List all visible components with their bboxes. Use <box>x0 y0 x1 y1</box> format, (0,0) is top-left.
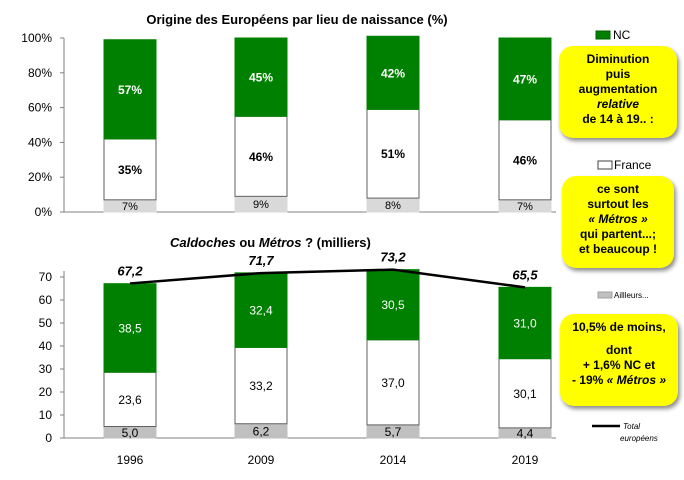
data-label: 33,2 <box>249 379 273 393</box>
bar-segment <box>498 358 552 429</box>
total-label: 71,7 <box>248 253 274 268</box>
legend-label-total: européens <box>620 434 658 443</box>
y-tick-label: 0 <box>45 431 52 445</box>
data-label: 9% <box>253 199 269 211</box>
legend-swatch-nc <box>595 30 611 40</box>
y-tick-label: 0% <box>35 205 53 219</box>
note-3-line: - 19% « Métros » <box>564 373 674 388</box>
x-tick-label: 1996 <box>117 453 144 467</box>
y-tick-label: 100% <box>21 31 52 45</box>
title-fragment: Métros <box>259 235 302 250</box>
note-1-line: Diminution <box>586 52 650 66</box>
note-2-line: et beaucoup ! <box>578 242 657 256</box>
data-label: 57% <box>118 83 142 97</box>
bar-segment <box>234 115 288 197</box>
title-fragment: Caldoches <box>170 235 236 250</box>
note-3-line: + 1,6% NC et <box>582 358 656 372</box>
note-3-fragment: - 19% <box>571 373 607 387</box>
bar-segment <box>498 286 552 360</box>
bar-segment <box>234 37 288 117</box>
legend-label-nc: NC <box>613 28 631 42</box>
data-label: 23,6 <box>118 393 142 407</box>
bar-segment <box>234 272 288 348</box>
note-3-gap <box>564 335 674 343</box>
title-fragment: ? (milliers) <box>301 235 370 250</box>
bar-segment <box>366 35 420 110</box>
note-2-line: ce sont <box>596 182 639 196</box>
note-2-line: qui partent...; <box>580 227 656 241</box>
annotation-note-1: Diminution puis augmentation relative de… <box>559 46 677 138</box>
y-tick-label: 60% <box>28 101 52 115</box>
x-tick-label: 2014 <box>380 453 407 467</box>
note-3-line: dont <box>606 343 632 357</box>
bar-segment <box>366 339 420 426</box>
data-label: 32,4 <box>249 304 273 318</box>
data-label: 47% <box>513 72 537 86</box>
legend-swatch-france <box>597 160 613 170</box>
data-label: 38,5 <box>118 321 142 335</box>
y-tick-label: 10 <box>39 408 53 422</box>
data-label: 7% <box>122 201 138 213</box>
data-label: 51% <box>381 147 405 161</box>
title-fragment: ou <box>236 235 259 250</box>
y-tick-label: 40 <box>39 339 53 353</box>
total-label: 65,5 <box>512 267 538 282</box>
note-3-fragment: « Métros » <box>606 373 667 387</box>
note-2-line: surtout les <box>587 197 649 211</box>
chart-title: Caldoches ou Métros ? (milliers) <box>170 235 371 250</box>
note-2-line: « Métros » <box>588 212 648 226</box>
data-label: 37,0 <box>381 376 405 390</box>
y-tick-label: 50 <box>39 316 53 330</box>
data-label: 45% <box>249 71 273 85</box>
data-label: 30,5 <box>381 298 405 312</box>
legend-label-france: France <box>614 158 652 172</box>
y-tick-label: 30 <box>39 362 53 376</box>
note-1-line: augmentation <box>578 82 658 96</box>
total-label: 73,2 <box>380 250 406 265</box>
legend-label-total: Total <box>623 422 640 431</box>
bar-segment <box>103 138 157 201</box>
data-label: 42% <box>381 66 405 80</box>
data-label: 4,4 <box>517 426 534 440</box>
legend-label-ailleurs: Aillleurs... <box>614 291 649 300</box>
data-label: 35% <box>118 163 142 177</box>
data-label: 7% <box>517 201 533 213</box>
bar-segment <box>366 108 420 199</box>
legend-swatch-ailleurs <box>597 291 613 299</box>
note-1-line: puis <box>605 67 631 81</box>
y-tick-label: 70 <box>39 270 53 284</box>
x-tick-label: 2009 <box>248 453 275 467</box>
data-label: 5,0 <box>122 426 139 440</box>
data-label: 46% <box>513 153 537 167</box>
note-3-line: 10,5% de moins, <box>572 320 666 334</box>
bar-segment <box>103 371 157 427</box>
x-tick-label: 2019 <box>512 453 539 467</box>
data-label: 5,7 <box>385 425 402 439</box>
total-label: 67,2 <box>117 263 143 278</box>
bar-segment <box>103 39 157 140</box>
data-label: 6,2 <box>253 424 270 438</box>
annotation-note-3: 10,5% de moins, dont + 1,6% NC et - 19% … <box>560 314 678 406</box>
note-1-line: relative <box>596 97 640 111</box>
y-tick-label: 20% <box>28 170 52 184</box>
note-1-line: de 14 à 19.. : <box>582 112 654 126</box>
chart-title: Origine des Européens par lieu de naissa… <box>146 12 447 27</box>
y-tick-label: 40% <box>28 135 52 149</box>
data-label: 46% <box>249 150 273 164</box>
y-tick-label: 80% <box>28 66 52 80</box>
data-label: 31,0 <box>513 317 537 331</box>
data-label: 8% <box>385 200 401 212</box>
bar-segment <box>498 37 552 121</box>
y-tick-label: 60 <box>39 293 53 307</box>
data-label: 30,1 <box>513 387 537 401</box>
y-tick-label: 20 <box>39 385 53 399</box>
annotation-note-2: ce sont surtout les « Métros » qui parte… <box>562 176 674 268</box>
total-line <box>129 268 526 289</box>
bar-segment <box>103 283 157 373</box>
